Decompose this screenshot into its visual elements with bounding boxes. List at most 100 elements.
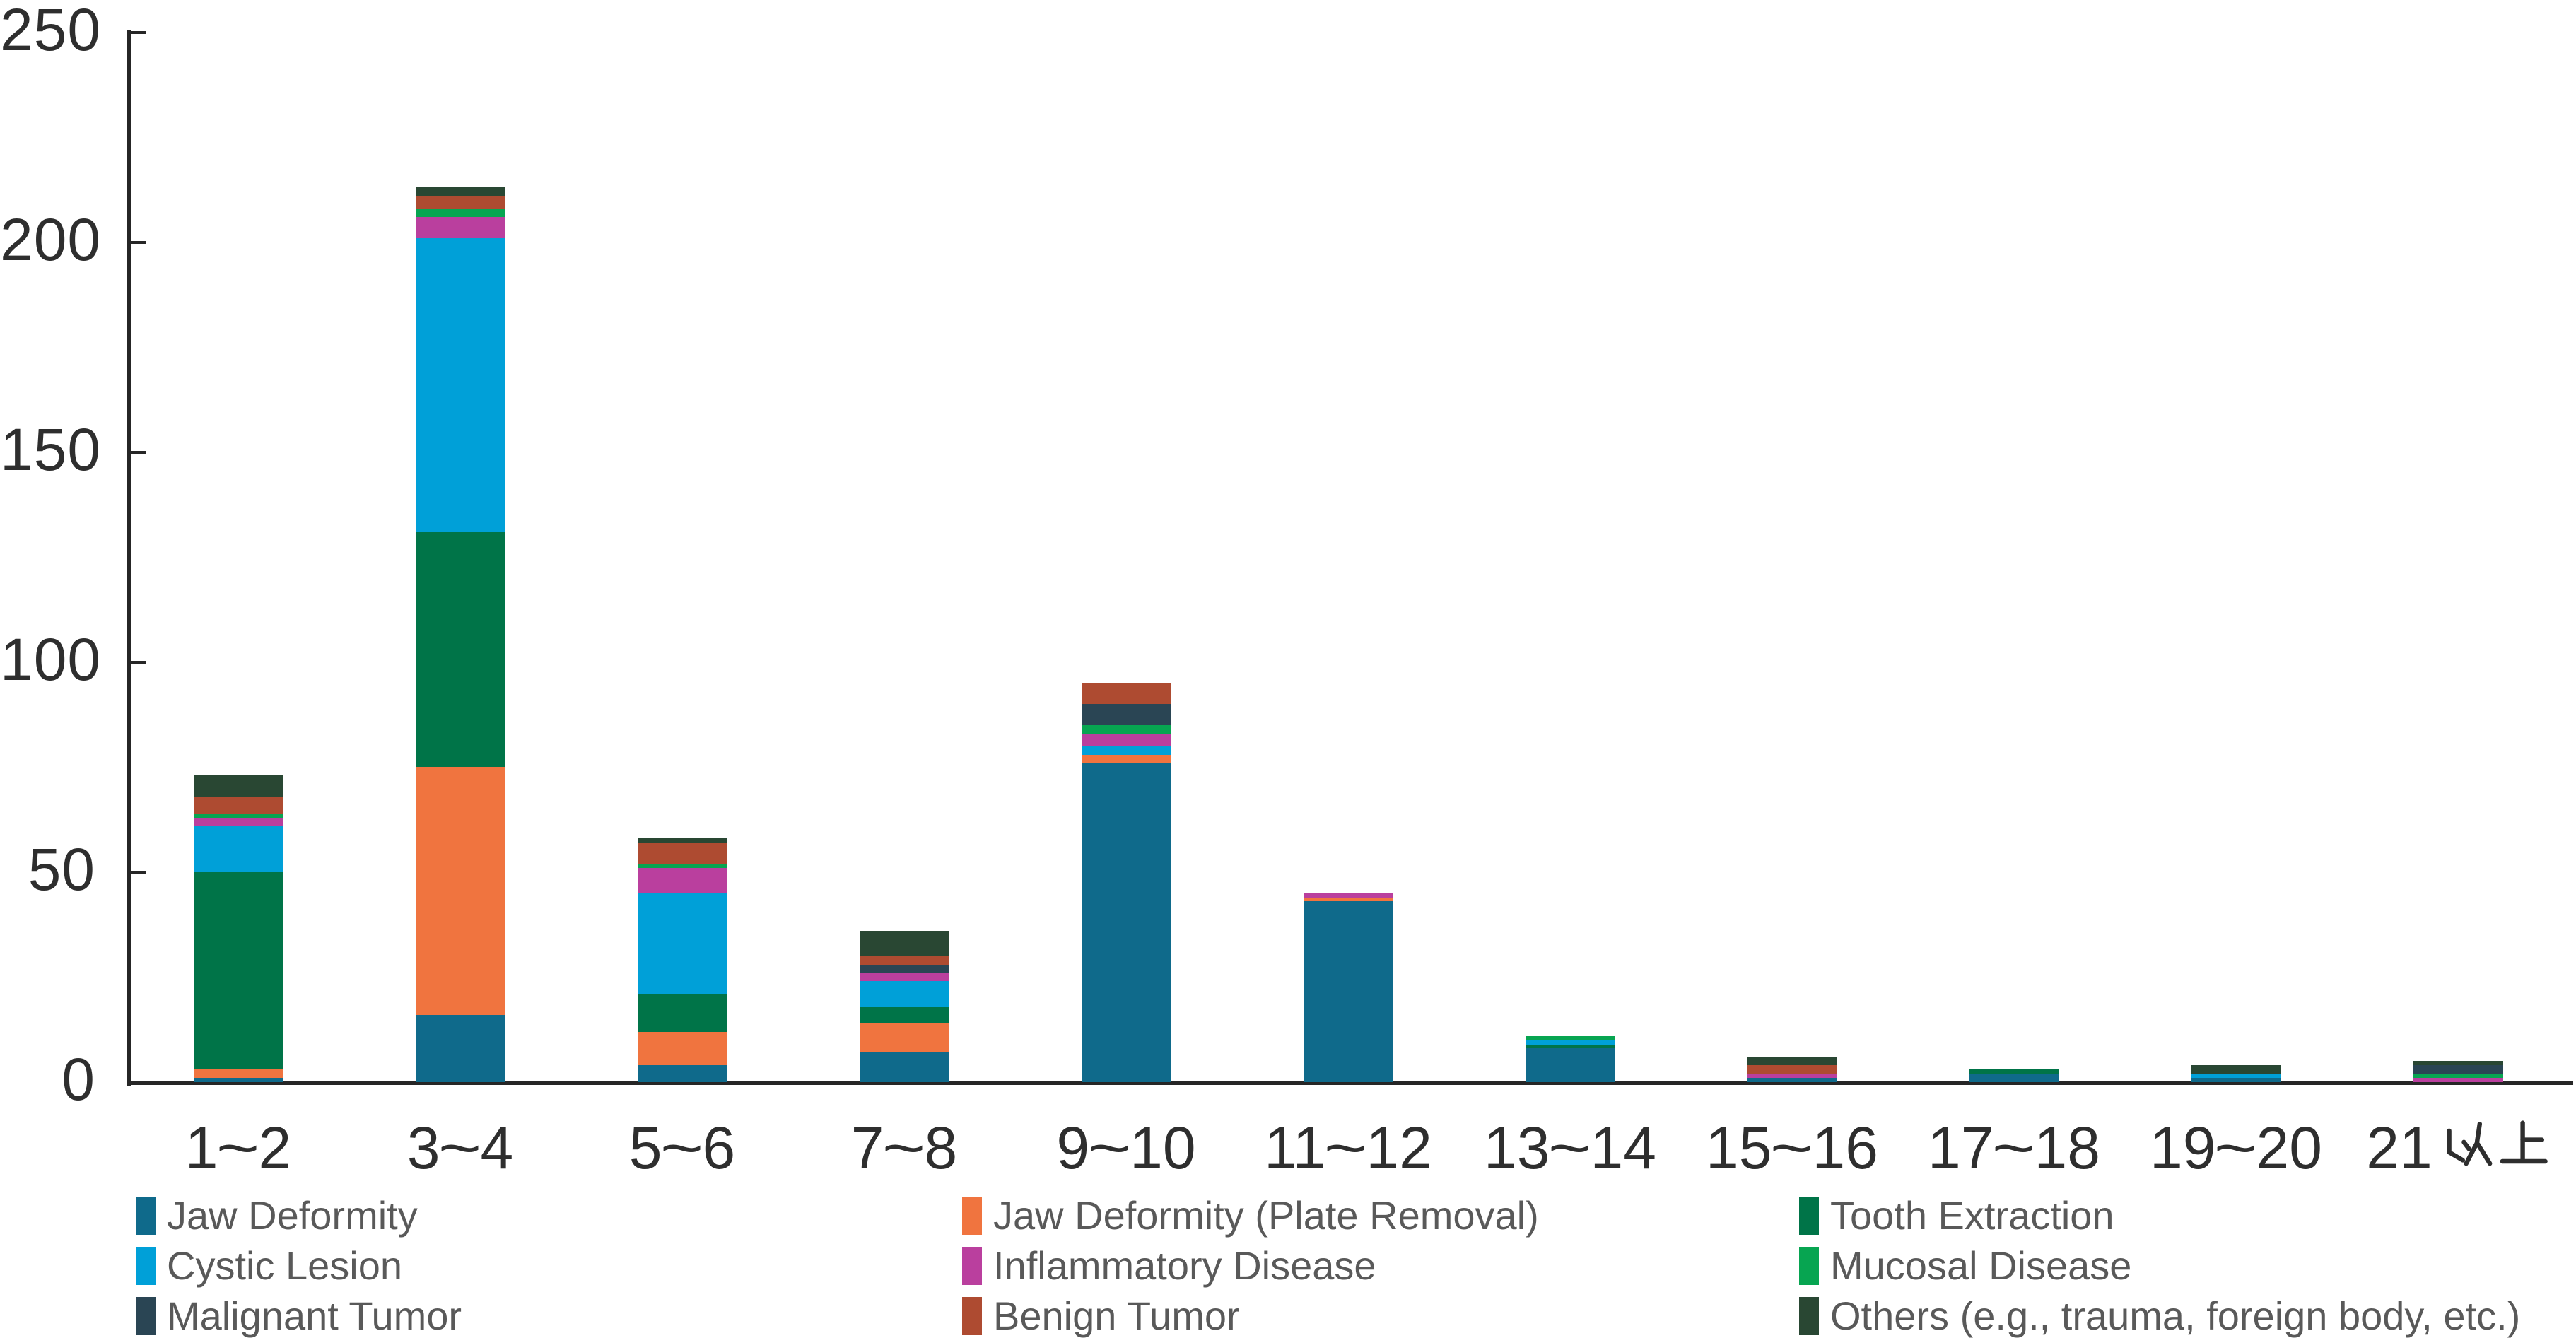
x-axis-label: 21 bbox=[2317, 1115, 2576, 1180]
bar-segment bbox=[193, 817, 283, 826]
wave-dash: ~ bbox=[2214, 1115, 2258, 1181]
bar-13〜14 bbox=[1525, 0, 1615, 1082]
x-axis-label: 15~16 bbox=[1706, 1115, 1878, 1181]
y-tick-label: 200 bbox=[0, 206, 102, 273]
bar-segment bbox=[1747, 1074, 1837, 1079]
bar-segment bbox=[637, 994, 727, 1032]
legend-label: Others (e.g., trauma, foreign body, etc.… bbox=[1830, 1293, 2521, 1338]
legend-label: Jaw Deformity (Plate Removal) bbox=[993, 1193, 1539, 1238]
bar-segment bbox=[1081, 763, 1171, 1082]
bar-segment bbox=[1081, 724, 1171, 734]
x-axis-label: 1~2 bbox=[185, 1115, 292, 1181]
bar-11〜12 bbox=[1303, 0, 1393, 1082]
legend-swatch bbox=[1799, 1197, 1819, 1235]
bar-segment bbox=[2191, 1074, 2281, 1079]
x-axis-label: 13~14 bbox=[1484, 1115, 1656, 1181]
legend-swatch bbox=[962, 1247, 982, 1285]
bar-15〜16 bbox=[1747, 0, 1837, 1082]
y-tick-mark bbox=[131, 240, 146, 244]
bar-segment bbox=[859, 931, 949, 956]
wave-dash: ~ bbox=[660, 1115, 704, 1181]
bar-segment bbox=[415, 209, 505, 217]
bar-segment bbox=[1525, 1035, 1615, 1040]
bar-segment bbox=[1081, 746, 1171, 755]
bar-5〜6 bbox=[637, 0, 727, 1082]
legend-swatch bbox=[1799, 1247, 1819, 1285]
bar-segment bbox=[859, 1052, 949, 1082]
legend-item: Jaw Deformity bbox=[136, 1195, 418, 1237]
bar-segment bbox=[1081, 733, 1171, 746]
bar-segment bbox=[415, 767, 505, 1015]
y-tick-label: 250 bbox=[0, 0, 102, 63]
legend-item: Inflammatory Disease bbox=[962, 1245, 1376, 1287]
bar-segment bbox=[1303, 897, 1393, 902]
bar-segment bbox=[1081, 704, 1171, 725]
y-tick-label: 150 bbox=[0, 416, 102, 483]
legend-swatch bbox=[136, 1247, 156, 1285]
bar-segment bbox=[193, 1069, 283, 1079]
legend-item: Tooth Extraction bbox=[1799, 1195, 2114, 1237]
legend-label: Malignant Tumor bbox=[167, 1293, 462, 1338]
bar-segment bbox=[415, 1014, 505, 1082]
bar-segment bbox=[1525, 1048, 1615, 1082]
bar-segment bbox=[1525, 1044, 1615, 1049]
y-tick-label: 50 bbox=[28, 835, 95, 903]
bar-19〜20 bbox=[2191, 0, 2281, 1082]
bar-segment bbox=[2413, 1078, 2503, 1082]
bar-segment bbox=[859, 1007, 949, 1023]
bar-segment bbox=[637, 838, 727, 843]
x-axis-label: 11~12 bbox=[1264, 1115, 1432, 1181]
kanji-ijou-icon bbox=[2447, 1120, 2548, 1166]
x-axis-line bbox=[127, 1081, 2573, 1085]
legend-label: Cystic Lesion bbox=[167, 1243, 403, 1288]
y-tick-mark bbox=[131, 870, 146, 874]
bar-segment bbox=[859, 973, 949, 982]
legend-item: Mucosal Disease bbox=[1799, 1245, 2131, 1287]
bar-segment bbox=[415, 216, 505, 238]
bar-segment bbox=[637, 843, 727, 864]
bar-segment bbox=[637, 864, 727, 868]
x-axis-label: 17~18 bbox=[1928, 1115, 2100, 1181]
y-axis-line bbox=[127, 30, 131, 1086]
y-tick-mark bbox=[131, 30, 146, 34]
bar-segment bbox=[1747, 1078, 1837, 1082]
y-tick-label: 0 bbox=[62, 1046, 95, 1113]
bar-segment bbox=[193, 775, 283, 797]
bar-segment bbox=[2413, 1061, 2503, 1066]
bar-segment bbox=[1969, 1069, 2059, 1074]
legend-item: Others (e.g., trauma, foreign body, etc.… bbox=[1799, 1295, 2520, 1337]
bar-segment bbox=[1747, 1057, 1837, 1066]
x-axis-label: 3~4 bbox=[406, 1115, 514, 1181]
wave-dash: ~ bbox=[1548, 1115, 1592, 1181]
y-tick-label: 100 bbox=[0, 626, 102, 693]
bar-7〜8 bbox=[859, 0, 949, 1082]
bar-segment bbox=[1303, 901, 1393, 1082]
bar-segment bbox=[2191, 1078, 2281, 1082]
legend-label: Inflammatory Disease bbox=[993, 1243, 1376, 1288]
bar-segment bbox=[1081, 754, 1171, 763]
wave-dash: ~ bbox=[1770, 1115, 1814, 1181]
bar-segment bbox=[1081, 683, 1171, 705]
x-axis-label: 7~8 bbox=[850, 1115, 958, 1181]
y-tick-mark bbox=[131, 450, 146, 454]
legend-label: Mucosal Disease bbox=[1830, 1243, 2132, 1288]
legend-label: Jaw Deformity bbox=[167, 1193, 418, 1238]
bar-3〜4 bbox=[415, 0, 505, 1082]
bar-segment bbox=[193, 813, 283, 818]
y-tick-mark bbox=[131, 660, 146, 664]
bar-segment bbox=[637, 867, 727, 893]
bar-17〜18 bbox=[1969, 0, 2059, 1082]
bar-segment bbox=[2413, 1074, 2503, 1079]
bar-segment bbox=[637, 893, 727, 994]
bar-segment bbox=[193, 872, 283, 1070]
bar-segment bbox=[1747, 1065, 1837, 1074]
legend-swatch bbox=[136, 1297, 156, 1335]
legend-swatch bbox=[962, 1297, 982, 1335]
x-axis-label: 5~6 bbox=[628, 1115, 736, 1181]
bar-segment bbox=[415, 187, 505, 196]
bar-segment bbox=[1969, 1074, 2059, 1082]
legend-item: Benign Tumor bbox=[962, 1295, 1240, 1337]
bar-segment bbox=[415, 237, 505, 532]
bar-segment bbox=[415, 196, 505, 209]
